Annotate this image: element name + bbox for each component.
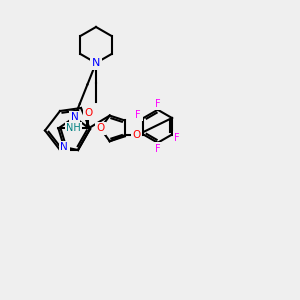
Text: O: O bbox=[84, 108, 92, 118]
Text: F: F bbox=[135, 110, 141, 120]
Text: N: N bbox=[60, 142, 68, 152]
Text: F: F bbox=[155, 144, 161, 154]
Text: O: O bbox=[133, 130, 141, 140]
Text: NH: NH bbox=[66, 123, 81, 134]
Text: F: F bbox=[155, 99, 161, 109]
Text: N: N bbox=[70, 112, 78, 122]
Text: O: O bbox=[96, 123, 104, 134]
Text: F: F bbox=[174, 133, 180, 142]
Text: N: N bbox=[92, 58, 100, 68]
